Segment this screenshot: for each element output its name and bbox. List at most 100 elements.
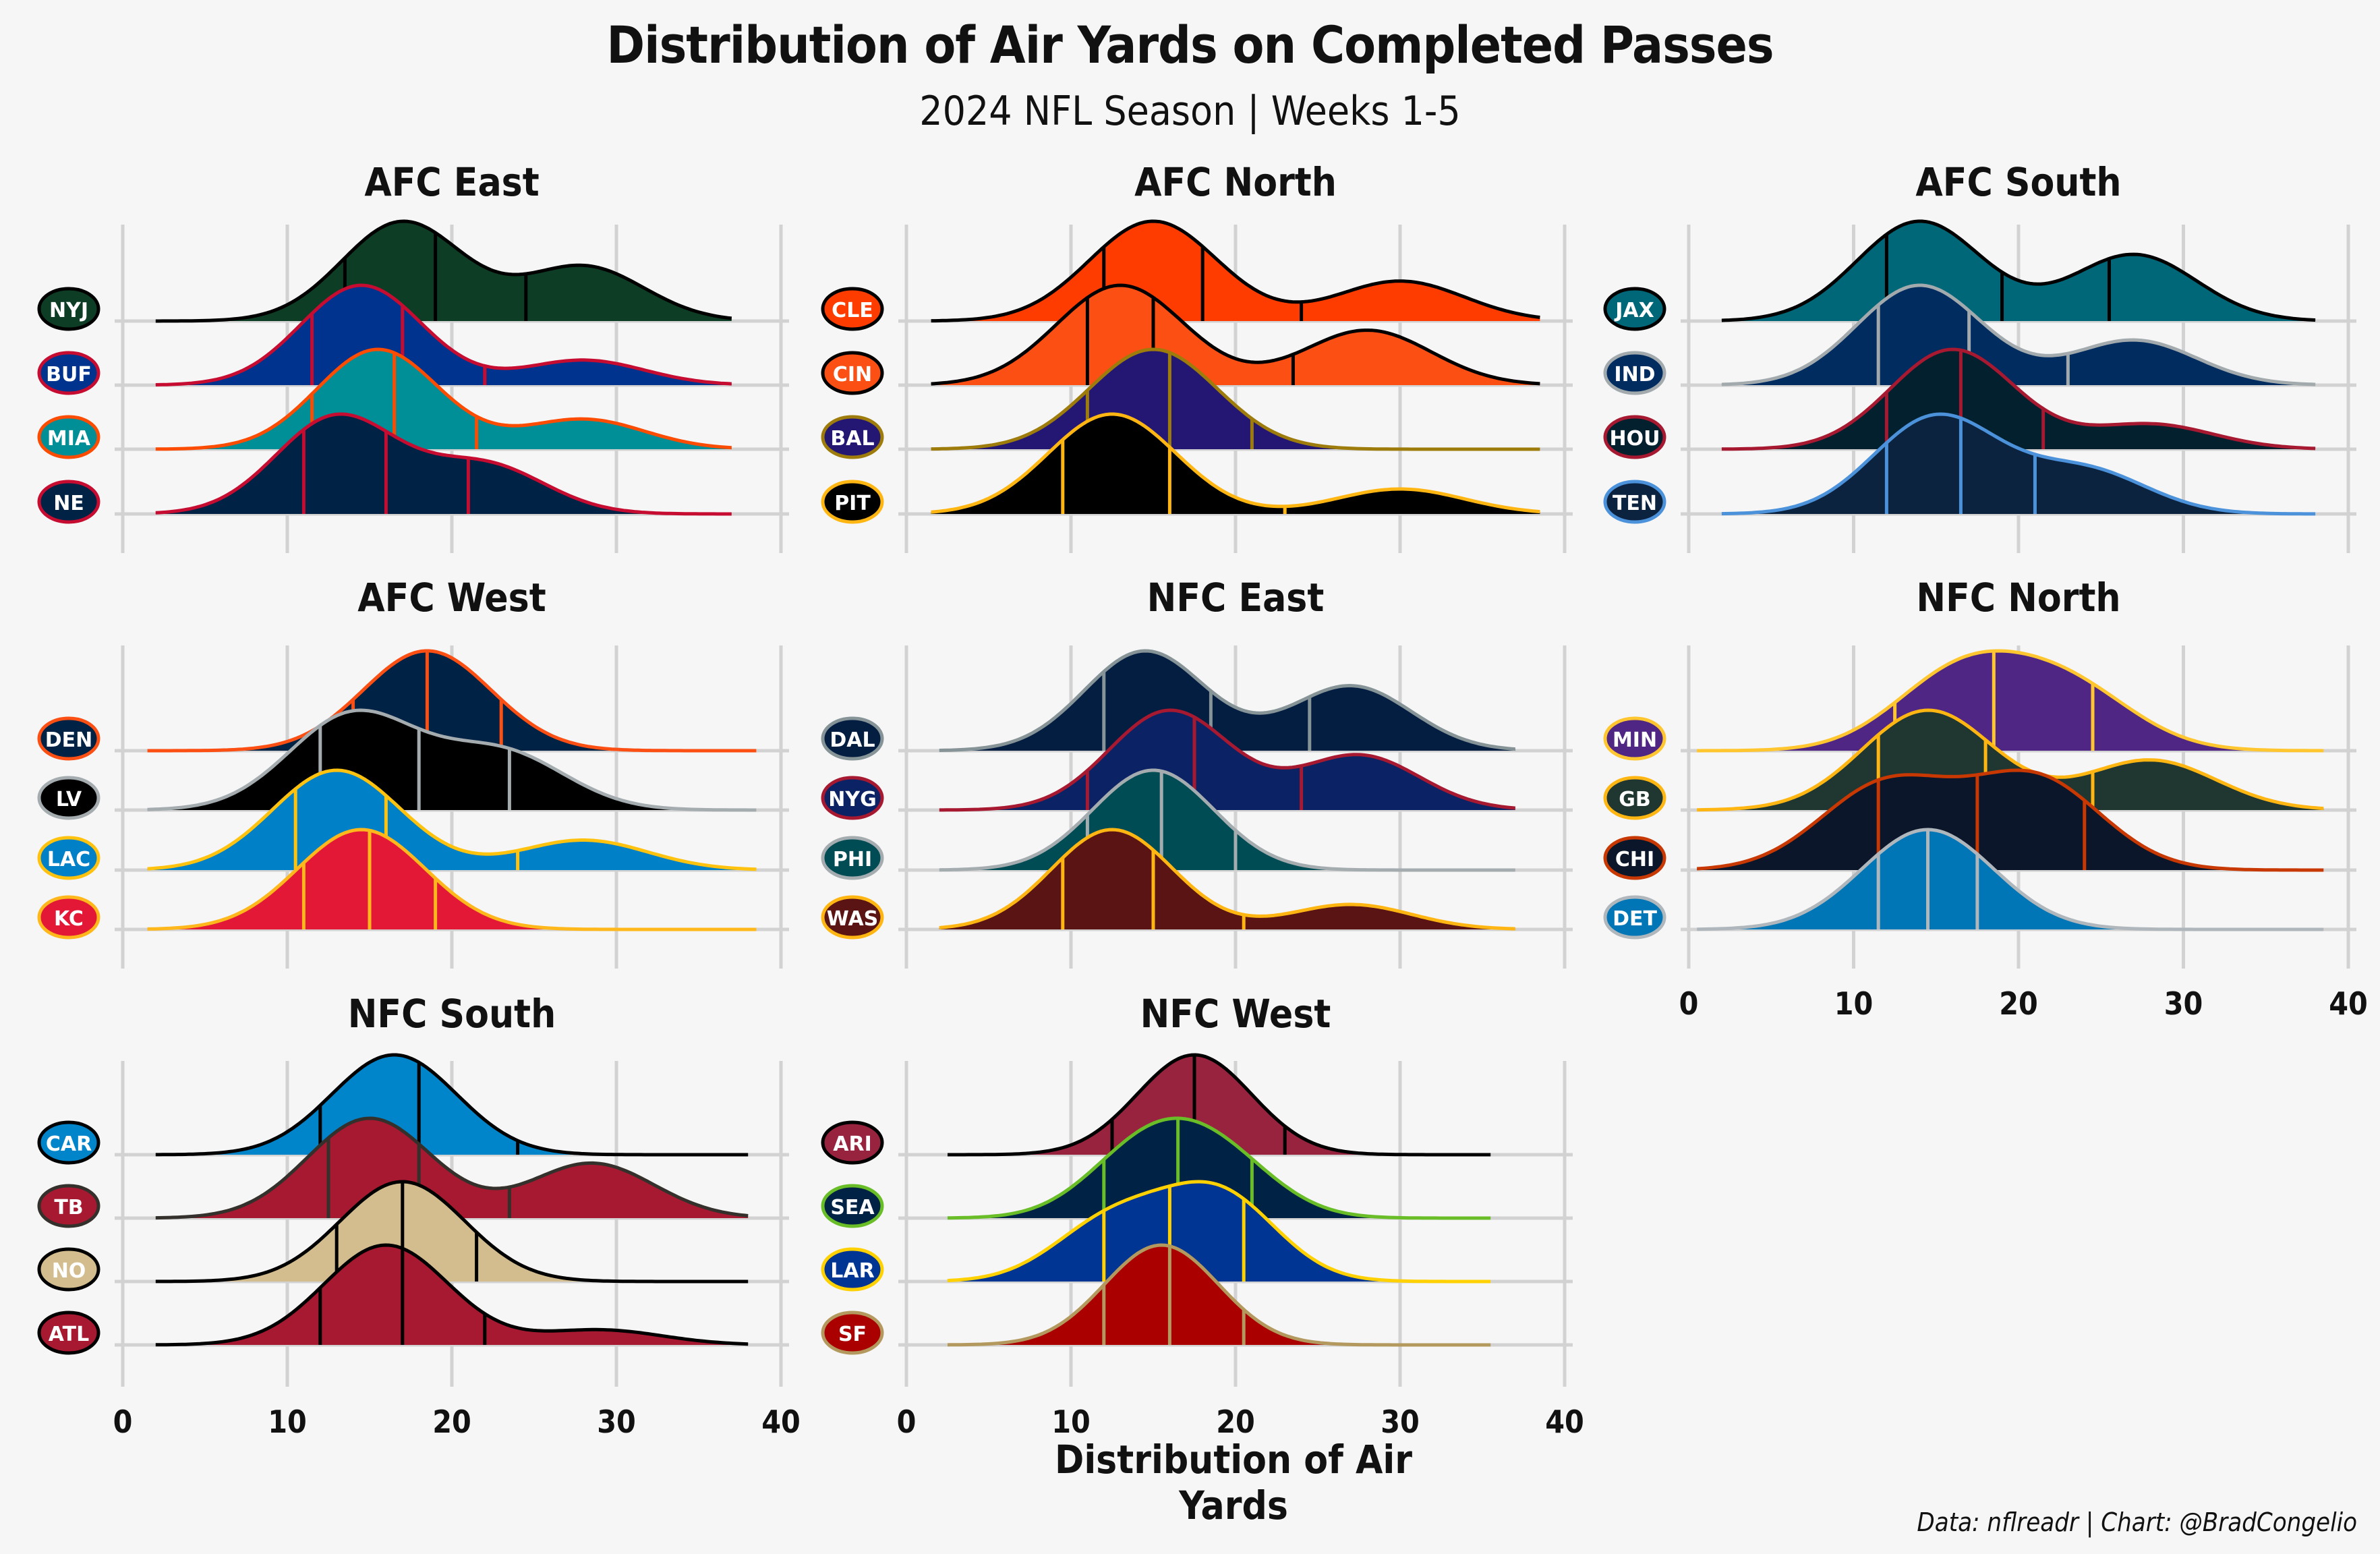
logo-text: CAR [46,1132,92,1156]
logo-badge [1603,776,1666,820]
ridge-outline [155,283,732,386]
ridge-ari: ARI [821,1053,1491,1165]
ridge-outline [1721,219,2316,322]
ridge-fill [1697,830,2324,929]
logo-badge [37,480,100,524]
logo-badge [1603,716,1666,761]
ridge-outline [1697,768,2324,872]
team-logo-phi: PHI [821,836,884,880]
team-logo-cin: CIN [821,351,884,395]
team-logo-nyj: NYJ [37,287,100,331]
team-logo-buf: BUF [37,351,100,395]
ridge-outline [939,649,1515,752]
logo-text: NYJ [49,299,88,322]
logo-text: ARI [833,1132,871,1156]
ridge-det: DET [1603,828,2324,940]
team-logo-lac: LAC [37,836,100,880]
ridge-outline [931,219,1540,323]
logo-badge [37,415,100,459]
ridge-fill [1721,221,2316,321]
ridge-fill [1721,414,2316,514]
logo-badge [1603,415,1666,459]
team-logo-sea: SEA [821,1184,884,1228]
caption: Data: nflreadr | Chart: @BradCongelio [1917,1507,2357,1537]
logo-text: ATL [49,1323,89,1346]
team-logo-dal: DAL [821,716,884,761]
team-logo-chi: CHI [1603,836,1666,880]
ridge-sea: SEA [821,1116,1491,1228]
logo-text: SEA [830,1196,875,1219]
logo-text: MIA [47,427,91,451]
team-logo-ari: ARI [821,1120,884,1165]
ridge-fill [155,1055,749,1155]
logo-badge [821,480,884,524]
x-tick-label: 20 [1999,985,2038,1022]
ridge-fill [155,1118,749,1218]
ridge-outline [155,347,732,451]
logo-text: KC [54,907,84,931]
ridge-cle: CLE [821,219,1540,331]
logo-text: MIN [1613,728,1657,752]
ridge-fill [939,830,1515,929]
ridge-outline [147,828,757,931]
logo-badge [1603,836,1666,880]
ridge-fill [1697,770,2324,870]
x-tick-label: 40 [1545,1404,1584,1440]
panel-afc-east: AFC East NYJ BUF MIA NE [37,159,789,553]
logo-text: CLE [832,299,873,322]
logo-badge [37,1247,100,1292]
ridge-lac: LAC [37,768,757,880]
logo-text: HOU [1610,427,1660,451]
ridge-outline [1721,412,2316,516]
logo-badge [1603,480,1666,524]
ridge-outline [155,1243,749,1347]
ridge-outline [1697,649,2324,753]
x-tick-label: 40 [761,1404,801,1440]
team-logo-atl: ATL [37,1311,100,1355]
ridge-outline [931,412,1540,514]
ridge-lv: LV [37,708,757,820]
logo-badge [821,1311,884,1355]
ridge-buf: BUF [37,283,732,395]
team-logo-mia: MIA [37,415,100,459]
ridge-outline [1697,708,2324,812]
logo-text: CIN [833,363,872,386]
logo-text: LV [56,788,82,811]
ridge-chi: CHI [1603,768,2324,880]
ridge-fill [948,1245,1491,1345]
ridge-fill [931,414,1540,514]
x-tick-label: 40 [2329,985,2368,1022]
team-logo-was: WAS [821,895,884,940]
ridge-outline [147,768,757,871]
ridge-fill [948,1118,1491,1218]
ridge-outline [147,649,757,753]
team-logo-hou: HOU [1603,415,1666,459]
ridge-pit: PIT [821,412,1540,524]
ridge-fill [931,285,1540,385]
x-tick-label: 20 [432,1404,471,1440]
chart-subtitle: 2024 NFL Season | Weeks 1-5 [919,88,1461,135]
ridge-fill [155,221,732,321]
panel-title: AFC South [1915,159,2121,205]
ridge-was: WAS [821,828,1515,940]
team-logo-den: DEN [37,716,100,761]
ridge-ne: NE [37,412,732,524]
x-tick-label: 30 [2164,985,2203,1022]
ridge-outline [939,828,1515,931]
ridge-outline [948,1116,1491,1220]
x-tick-label: 20 [1216,1404,1255,1440]
team-logo-no: NO [37,1247,100,1292]
logo-text: NO [52,1259,86,1283]
logo-badge [821,287,884,331]
ridge-nyj: NYJ [37,219,732,331]
team-logo-min: MIN [1603,716,1666,761]
panel-title: NFC North [1916,575,2120,621]
ridge-dal: DAL [821,649,1515,761]
ridge-outline [1721,283,2316,386]
panel-title: AFC North [1134,159,1337,205]
ridge-outline [155,412,732,516]
logo-badge [821,1247,884,1292]
ridge-lar: LAR [821,1180,1491,1292]
ridge-outline [947,1180,1491,1284]
ridge-fill [948,1055,1491,1155]
